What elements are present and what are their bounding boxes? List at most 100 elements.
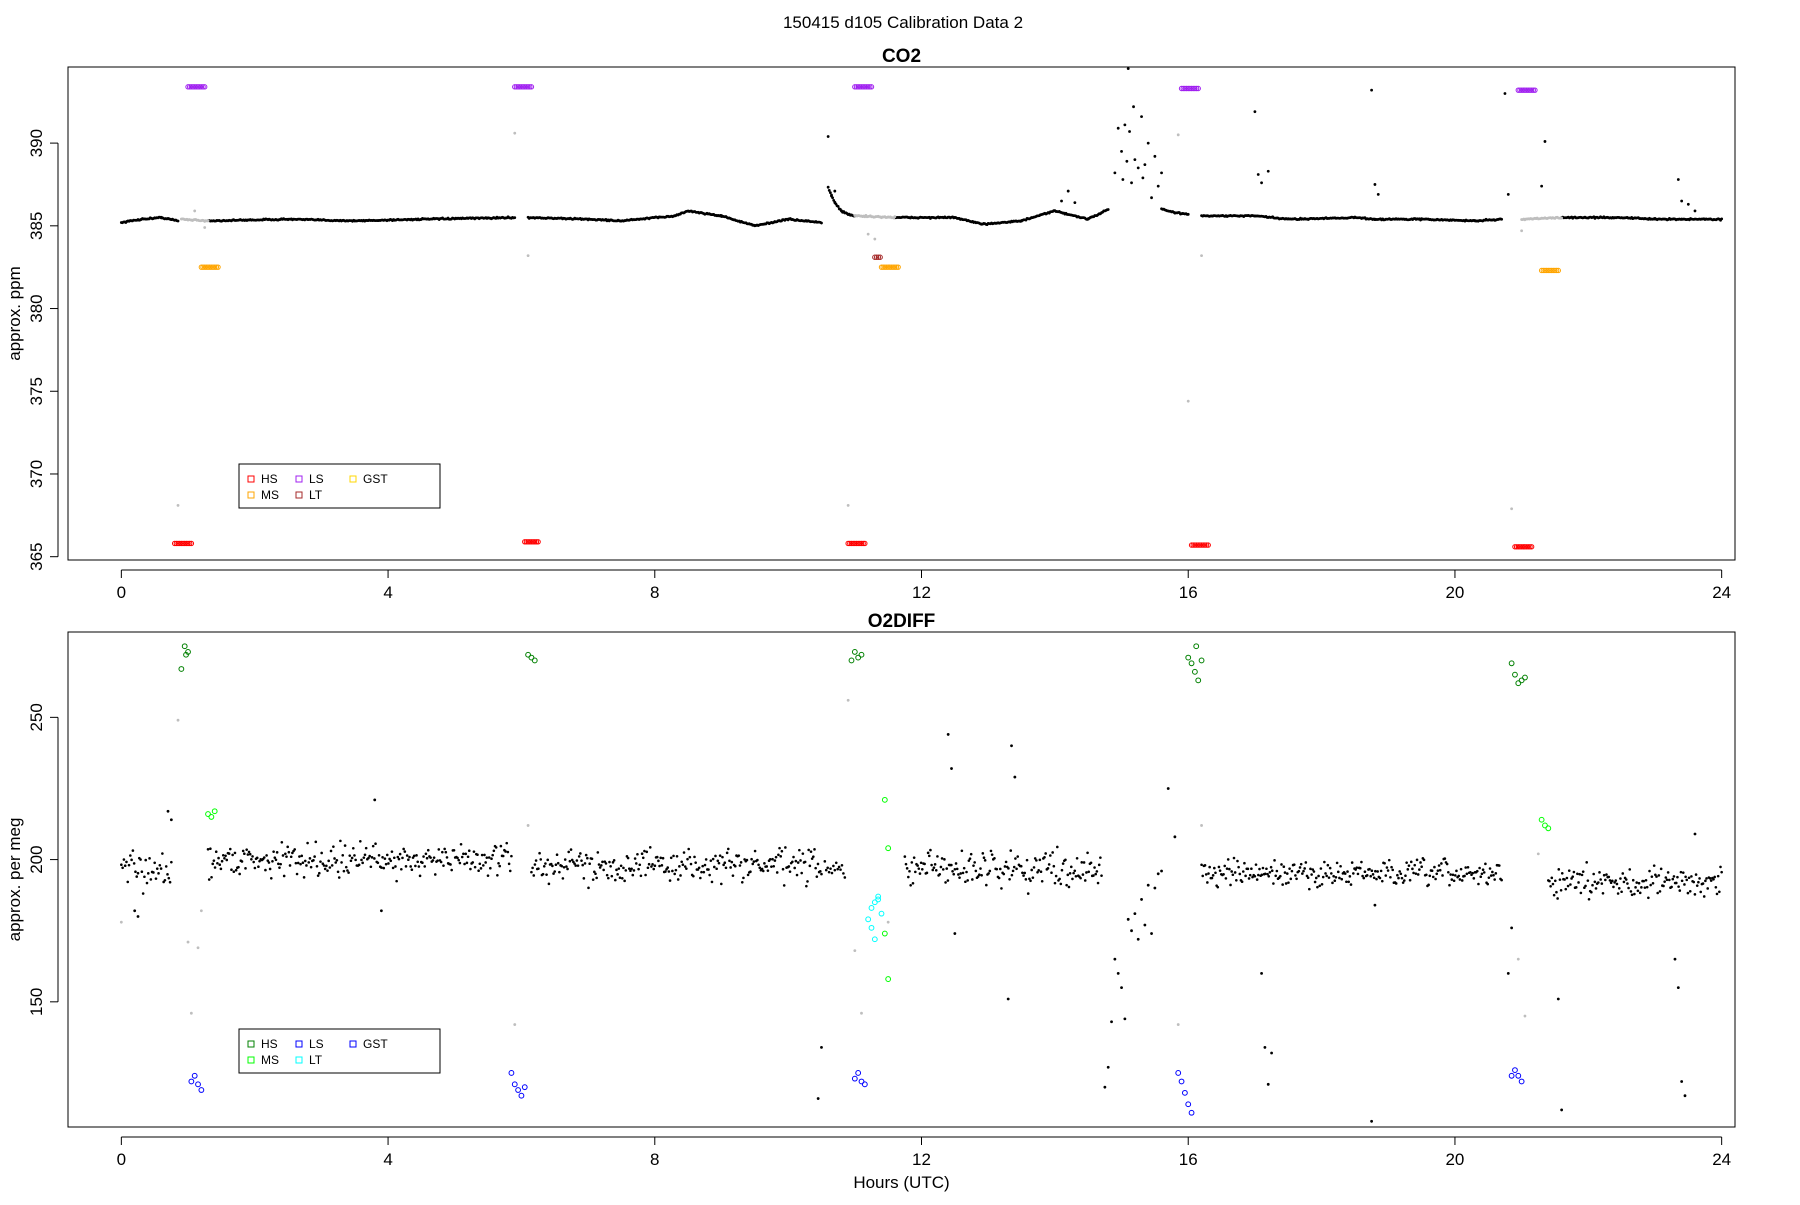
data-point xyxy=(795,873,799,877)
data-point xyxy=(1056,845,1059,849)
data-point xyxy=(1699,890,1703,894)
data-point xyxy=(979,867,982,870)
legend-marker xyxy=(247,1056,255,1064)
data-point xyxy=(273,856,277,859)
data-point xyxy=(1672,875,1676,878)
data-point xyxy=(1508,1072,1515,1079)
data-point xyxy=(186,84,193,90)
y-tick-label: 150 xyxy=(27,988,46,1016)
data-point xyxy=(1301,872,1304,875)
data-point xyxy=(852,84,858,90)
data-point xyxy=(689,862,693,866)
data-point xyxy=(1508,660,1515,667)
data-point xyxy=(636,852,639,856)
data-point xyxy=(140,870,144,874)
legend-box xyxy=(238,1028,441,1074)
data-point xyxy=(1520,229,1524,233)
data-point xyxy=(1141,176,1145,180)
data-point xyxy=(697,866,701,870)
data-point xyxy=(547,882,551,886)
data-point xyxy=(997,876,1001,880)
data-point xyxy=(664,870,667,873)
data-point xyxy=(1197,542,1203,548)
data-point xyxy=(1538,267,1545,274)
data-point xyxy=(224,854,227,858)
data-point xyxy=(1208,865,1211,869)
data-point xyxy=(196,84,203,90)
data-point xyxy=(389,859,393,863)
data-point xyxy=(1133,912,1137,916)
data-point xyxy=(1356,872,1360,876)
data-point xyxy=(1319,867,1323,870)
data-point xyxy=(1684,875,1687,879)
data-point xyxy=(1049,854,1052,857)
data-point xyxy=(1085,871,1088,874)
data-point xyxy=(579,852,582,855)
data-point xyxy=(271,859,274,863)
data-point xyxy=(693,855,696,859)
data-point xyxy=(136,871,140,875)
data-point xyxy=(247,850,251,854)
data-point xyxy=(308,857,312,860)
data-point xyxy=(1355,866,1359,869)
data-point xyxy=(836,204,840,208)
data-point xyxy=(1458,878,1462,881)
data-point xyxy=(1487,876,1491,879)
data-point xyxy=(396,855,400,859)
data-point xyxy=(1060,199,1063,203)
data-point xyxy=(1166,787,1170,790)
series-black xyxy=(903,845,1103,895)
data-point xyxy=(217,856,220,860)
data-point xyxy=(546,858,550,862)
legend-marker xyxy=(247,475,255,483)
data-point xyxy=(1478,866,1481,870)
data-point xyxy=(615,868,618,872)
data-point xyxy=(1244,874,1247,878)
data-point xyxy=(373,798,377,802)
data-point xyxy=(1376,192,1380,196)
data-point xyxy=(508,869,512,873)
data-point xyxy=(433,873,437,876)
data-point xyxy=(1702,895,1706,898)
data-point xyxy=(574,864,577,867)
data-point xyxy=(852,540,858,547)
data-point xyxy=(486,874,490,877)
series-black xyxy=(120,849,173,895)
data-point xyxy=(1052,864,1056,868)
data-point xyxy=(805,884,808,888)
data-point xyxy=(801,852,805,855)
data-point xyxy=(277,862,280,866)
data-point xyxy=(1415,858,1419,862)
data-point xyxy=(1630,893,1634,897)
data-point xyxy=(364,846,368,850)
data-point xyxy=(1522,544,1528,550)
x-tick-label: 12 xyxy=(912,1150,931,1169)
data-point xyxy=(436,859,439,862)
data-point xyxy=(265,854,268,857)
data-point xyxy=(218,863,222,866)
data-point xyxy=(1012,865,1016,869)
data-point xyxy=(1693,209,1697,213)
data-point xyxy=(1597,881,1600,884)
data-point xyxy=(1066,873,1070,877)
data-point xyxy=(893,264,900,270)
data-point xyxy=(862,540,868,547)
data-point xyxy=(729,866,732,869)
data-point xyxy=(1185,1101,1192,1108)
data-point xyxy=(136,915,140,918)
data-point xyxy=(1441,874,1444,877)
data-point xyxy=(1566,884,1570,888)
data-point xyxy=(195,84,201,90)
data-point xyxy=(612,859,616,862)
data-point xyxy=(253,866,257,870)
series-black xyxy=(530,846,823,890)
data-point xyxy=(1150,932,1153,935)
data-point xyxy=(775,871,779,874)
data-point xyxy=(1716,874,1720,878)
data-point xyxy=(1698,877,1701,880)
data-point xyxy=(1515,680,1522,687)
data-point xyxy=(1517,544,1523,550)
data-point xyxy=(1564,887,1568,891)
data-point xyxy=(862,84,868,90)
data-point xyxy=(549,862,553,866)
